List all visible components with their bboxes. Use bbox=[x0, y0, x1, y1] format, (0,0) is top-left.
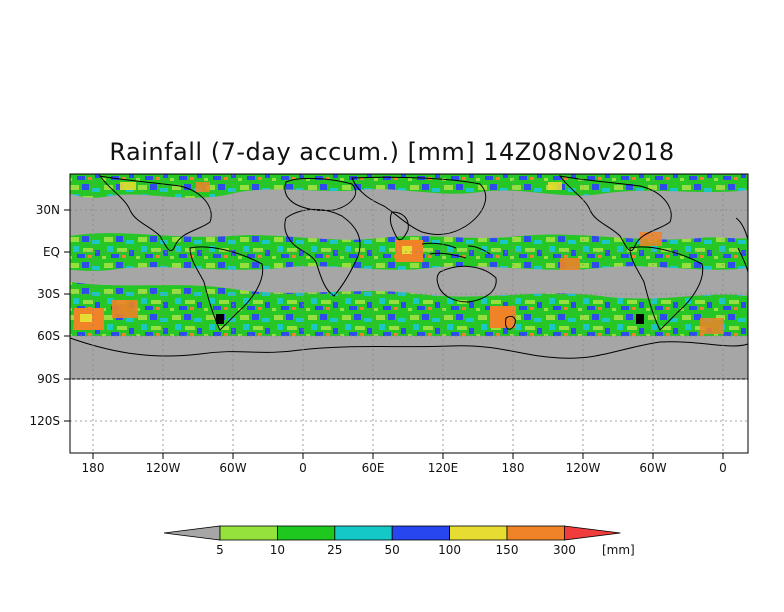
colorbar-segment bbox=[334, 525, 393, 541]
continent-australia bbox=[436, 265, 497, 303]
colorbar-high-triangle bbox=[564, 525, 621, 541]
islands-new-zealand bbox=[505, 315, 516, 330]
continent-outlines bbox=[98, 175, 749, 331]
map-grid bbox=[70, 174, 748, 453]
lon-label: 180 bbox=[502, 461, 525, 475]
colorbar-threshold-label: 150 bbox=[496, 543, 519, 557]
lon-label: 60E bbox=[362, 461, 385, 475]
lat-label: 30N bbox=[36, 203, 60, 217]
colorbar-threshold-label: 50 bbox=[385, 543, 400, 557]
colorbar-threshold-label: 25 bbox=[327, 543, 342, 557]
empty-region bbox=[70, 379, 748, 453]
colorbar-threshold-label: 10 bbox=[270, 543, 285, 557]
patagonia-left bbox=[216, 314, 224, 324]
lon-label: 180 bbox=[82, 461, 105, 475]
rain-band-north bbox=[70, 174, 748, 198]
colorbar-segment bbox=[506, 525, 565, 541]
patagonia-right bbox=[636, 314, 644, 324]
colorbar-threshold-label: 300 bbox=[553, 543, 576, 557]
colorbar-threshold-label: 100 bbox=[438, 543, 461, 557]
rain-band-south bbox=[70, 282, 748, 336]
heavy-rain-patches bbox=[74, 182, 724, 334]
lat-label: 60S bbox=[37, 329, 60, 343]
lat-label: 120S bbox=[29, 414, 60, 428]
rainfall-field bbox=[69, 174, 749, 453]
islands-indonesia bbox=[421, 242, 491, 259]
lon-label: 0 bbox=[719, 461, 727, 475]
continent-south-america-right bbox=[629, 246, 704, 331]
colorbar-segment bbox=[449, 525, 508, 541]
continent-europe bbox=[284, 177, 357, 211]
colorbar-segment bbox=[391, 525, 451, 541]
dry-background bbox=[70, 174, 748, 379]
lon-label: 60W bbox=[219, 461, 246, 475]
colorbar-threshold-label: 5 bbox=[216, 543, 224, 557]
continent-africa bbox=[284, 209, 361, 297]
colorbar-segment bbox=[219, 525, 278, 541]
lon-label: 120W bbox=[566, 461, 601, 475]
lat-label: 30S bbox=[37, 287, 60, 301]
map-frame bbox=[69, 173, 749, 454]
continent-india bbox=[389, 211, 409, 241]
latitude-axis: 30N EQ 30S 60S 90S 120S bbox=[29, 203, 70, 428]
colorbar: 5 10 25 50 100 150 300 [mm] bbox=[163, 525, 635, 557]
continent-south-america-left bbox=[189, 246, 264, 331]
lat-label: 90S bbox=[37, 372, 60, 386]
colorbar-unit-label: [mm] bbox=[602, 543, 635, 557]
longitude-axis: 180 120W 60W 0 60E 120E 180 120W 60W 0 bbox=[82, 453, 727, 475]
lon-label: 120W bbox=[146, 461, 181, 475]
colorbar-low-triangle bbox=[163, 525, 221, 541]
continent-asia bbox=[351, 176, 487, 235]
antarctica bbox=[69, 337, 749, 380]
lon-label: 0 bbox=[299, 461, 307, 475]
map-title: Rainfall (7-day accum.) [mm] 14Z08Nov201… bbox=[109, 138, 675, 166]
continent-africa-edge-right bbox=[735, 217, 749, 273]
lon-label: 120E bbox=[428, 461, 459, 475]
colorbar-segment bbox=[276, 525, 336, 541]
lat-label: EQ bbox=[43, 245, 60, 259]
lon-label: 60W bbox=[639, 461, 666, 475]
